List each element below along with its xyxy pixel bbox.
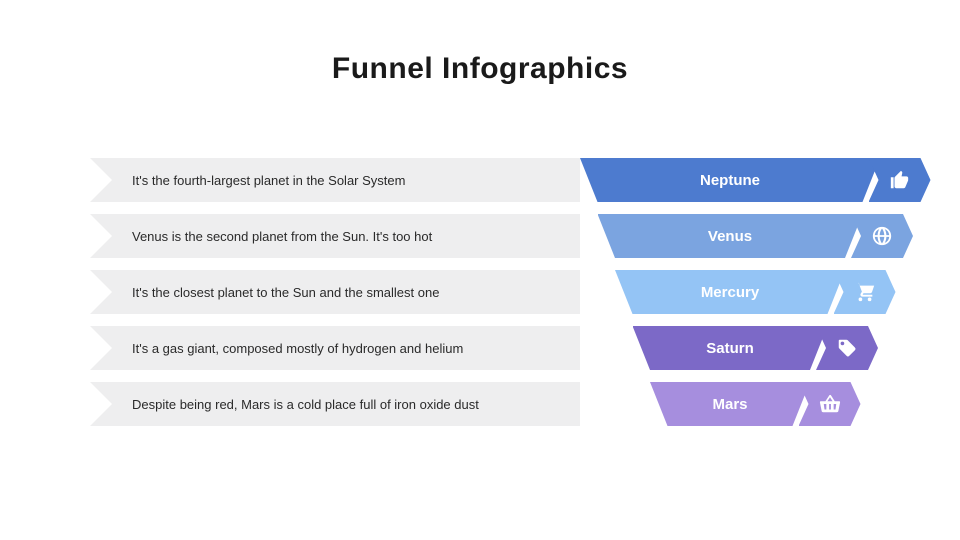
desc-bar: Despite being red, Mars is a cold place …	[90, 382, 580, 426]
funnel-row: It's a gas giant, composed mostly of hyd…	[0, 326, 960, 370]
funnel-label: Mars	[712, 396, 747, 413]
globe-icon	[851, 214, 913, 258]
funnel-row: It's the closest planet to the Sun and t…	[0, 270, 960, 314]
funnel-segment: Venus	[598, 214, 863, 258]
page-title: Funnel Infographics	[0, 52, 960, 86]
basket-icon	[799, 382, 861, 426]
funnel-segment: Mercury	[615, 270, 845, 314]
funnel-segment: Mars	[650, 382, 810, 426]
desc-bar: It's the closest planet to the Sun and t…	[90, 270, 580, 314]
cart-icon	[834, 270, 896, 314]
thumbs-up-icon	[869, 158, 931, 202]
desc-bar: It's the fourth-largest planet in the So…	[90, 158, 580, 202]
funnel-label: Venus	[708, 228, 752, 245]
funnel-label: Mercury	[701, 284, 759, 301]
desc-bar: Venus is the second planet from the Sun.…	[90, 214, 580, 258]
funnel-row: It's the fourth-largest planet in the So…	[0, 158, 960, 202]
desc-bar: It's a gas giant, composed mostly of hyd…	[90, 326, 580, 370]
funnel-row: Venus is the second planet from the Sun.…	[0, 214, 960, 258]
funnel-segment: Neptune	[580, 158, 880, 202]
tag-icon	[816, 326, 878, 370]
funnel-segment: Saturn	[633, 326, 828, 370]
funnel-label: Saturn	[706, 340, 754, 357]
funnel-row: Despite being red, Mars is a cold place …	[0, 382, 960, 426]
funnel-label: Neptune	[700, 172, 760, 189]
